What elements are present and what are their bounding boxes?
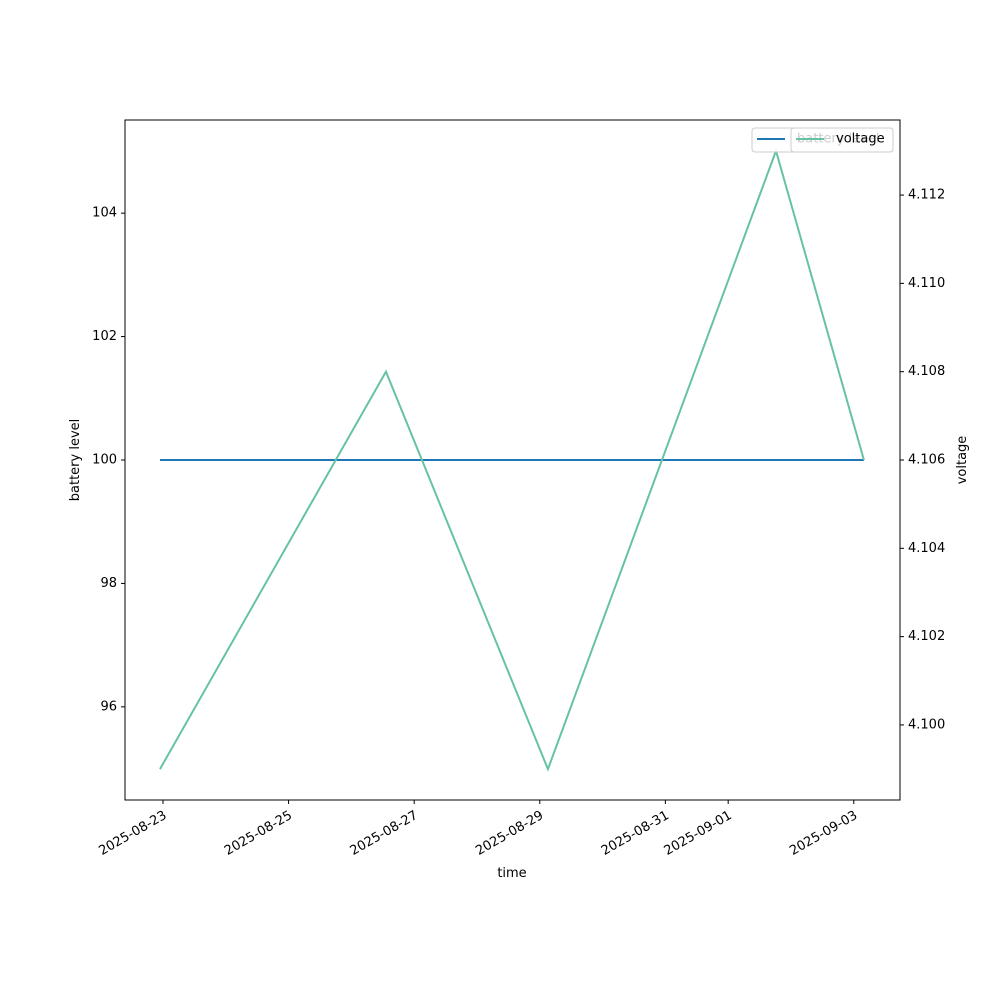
y-axis-label: battery level (68, 419, 83, 502)
y2-tick-label: 4.100 (908, 717, 945, 732)
x-tick-label: 2025-08-25 (222, 808, 295, 859)
legend-box (790, 127, 894, 153)
y-tick-label: 102 (92, 329, 117, 344)
x-tick-label: 2025-08-29 (473, 808, 546, 859)
y-tick-label: 96 (100, 699, 117, 714)
y2-tick-label: 4.104 (908, 541, 945, 556)
y2-tick-label: 4.102 (908, 629, 945, 644)
y2-tick-label: 4.110 (908, 276, 945, 291)
x-tick-label: 2025-09-03 (787, 808, 860, 859)
x-axis-label: time (497, 866, 526, 881)
x-tick-label: 2025-08-23 (96, 808, 169, 859)
y2-tick-label: 4.112 (908, 188, 945, 203)
series-line (159, 147, 865, 772)
y2-tick-label: 4.106 (908, 453, 945, 468)
y2-axis-label: voltage (955, 436, 970, 485)
y2-tick-label: 4.108 (908, 364, 945, 379)
y-tick-label: 98 (100, 576, 117, 591)
y-tick-label: 104 (92, 206, 117, 221)
plot-frame (124, 119, 901, 801)
x-tick-label: 2025-08-31 (599, 808, 672, 859)
x-tick-label: 2025-08-27 (348, 808, 421, 859)
x-tick-label: 2025-09-01 (662, 808, 735, 859)
legend-label: voltage (836, 132, 885, 147)
y-tick-label: 100 (92, 453, 117, 468)
